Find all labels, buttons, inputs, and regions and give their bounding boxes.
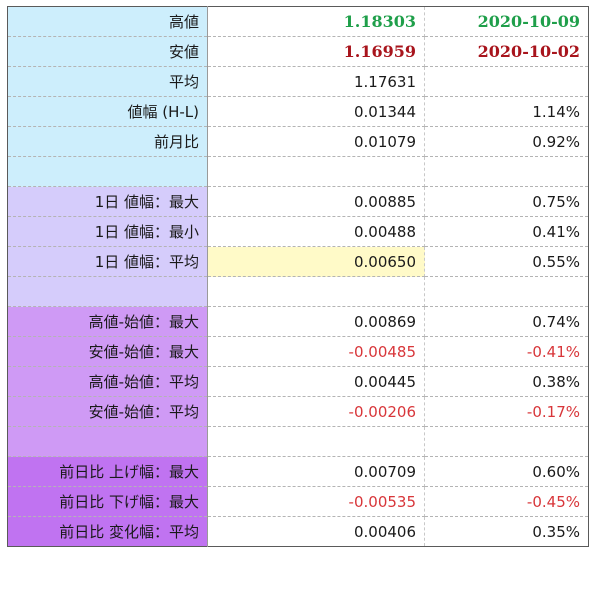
secondary-value-cell: 0.55% xyxy=(424,246,589,277)
spacer-row xyxy=(7,156,589,187)
row-label: 高値-始値：最大 xyxy=(7,306,208,337)
secondary-value-cell: 0.35% xyxy=(424,516,589,547)
value-cell: 0.01079 xyxy=(207,126,425,157)
row-label: 1日 値幅：最小 xyxy=(7,216,208,247)
row-label: 安値-始値：平均 xyxy=(7,396,208,427)
secondary-value-cell: 0.38% xyxy=(424,366,589,397)
value-cell: -0.00485 xyxy=(207,336,425,367)
row-label xyxy=(7,426,208,457)
stats-table-body: 高値 1.18303 2020-10-09 安値 1.16959 2020-10-02 平均… xyxy=(7,6,589,547)
stats-row: 1日 値幅：平均 0.00650 0.55% xyxy=(7,246,589,277)
spacer-row xyxy=(7,426,589,457)
value-cell: 1.17631 xyxy=(207,66,425,97)
value-cell xyxy=(207,276,425,307)
value-cell xyxy=(207,156,425,187)
row-label: 高値-始値：平均 xyxy=(7,366,208,397)
row-label: 安値-始値：最大 xyxy=(7,336,208,367)
secondary-value-cell: -0.17% xyxy=(424,396,589,427)
secondary-value-cell: 0.60% xyxy=(424,456,589,487)
secondary-value-cell xyxy=(424,66,589,97)
secondary-value-cell: 0.74% xyxy=(424,306,589,337)
value-cell: 0.00650 xyxy=(207,246,425,277)
stats-table: 高値 1.18303 2020-10-09 安値 1.16959 2020-10-02 平均… xyxy=(7,6,589,547)
row-label: 平均 xyxy=(7,66,208,97)
stats-row: 高値 1.18303 2020-10-09 xyxy=(7,6,589,37)
row-label xyxy=(7,156,208,187)
row-label: 前日比 変化幅：平均 xyxy=(7,516,208,547)
stats-row: 安値 1.16959 2020-10-02 xyxy=(7,36,589,67)
value-cell xyxy=(207,426,425,457)
stats-row: 安値-始値：最大 -0.00485 -0.41% xyxy=(7,336,589,367)
stats-row: 前月比 0.01079 0.92% xyxy=(7,126,589,157)
secondary-value-cell xyxy=(424,426,589,457)
secondary-value-cell xyxy=(424,276,589,307)
stats-row: 前日比 下げ幅：最大 -0.00535 -0.45% xyxy=(7,486,589,517)
row-label xyxy=(7,276,208,307)
secondary-value-cell: 0.41% xyxy=(424,216,589,247)
value-cell: 1.18303 xyxy=(207,6,425,37)
value-cell: 0.00885 xyxy=(207,186,425,217)
secondary-value-cell xyxy=(424,156,589,187)
value-cell: 0.00709 xyxy=(207,456,425,487)
secondary-value-cell: 1.14% xyxy=(424,96,589,127)
secondary-value-cell: 0.92% xyxy=(424,126,589,157)
row-label: 1日 値幅：平均 xyxy=(7,246,208,277)
row-label: 1日 値幅：最大 xyxy=(7,186,208,217)
value-cell: 0.01344 xyxy=(207,96,425,127)
value-cell: 0.00406 xyxy=(207,516,425,547)
row-label: 安値 xyxy=(7,36,208,67)
secondary-value-cell: 0.75% xyxy=(424,186,589,217)
value-cell: 0.00445 xyxy=(207,366,425,397)
stats-row: 高値-始値：平均 0.00445 0.38% xyxy=(7,366,589,397)
secondary-value-cell: 2020-10-09 xyxy=(424,6,589,37)
secondary-value-cell: 2020-10-02 xyxy=(424,36,589,67)
stats-row: 高値-始値：最大 0.00869 0.74% xyxy=(7,306,589,337)
stats-row: 1日 値幅：最大 0.00885 0.75% xyxy=(7,186,589,217)
stats-row: 平均 1.17631 xyxy=(7,66,589,97)
stats-row: 値幅 (H-L) 0.01344 1.14% xyxy=(7,96,589,127)
value-cell: 1.16959 xyxy=(207,36,425,67)
value-cell: -0.00535 xyxy=(207,486,425,517)
row-label: 前日比 上げ幅：最大 xyxy=(7,456,208,487)
secondary-value-cell: -0.45% xyxy=(424,486,589,517)
stats-row: 前日比 変化幅：平均 0.00406 0.35% xyxy=(7,516,589,547)
stats-row: 1日 値幅：最小 0.00488 0.41% xyxy=(7,216,589,247)
row-label: 前日比 下げ幅：最大 xyxy=(7,486,208,517)
stats-row: 前日比 上げ幅：最大 0.00709 0.60% xyxy=(7,456,589,487)
secondary-value-cell: -0.41% xyxy=(424,336,589,367)
spacer-row xyxy=(7,276,589,307)
row-label: 前月比 xyxy=(7,126,208,157)
value-cell: 0.00869 xyxy=(207,306,425,337)
stats-row: 安値-始値：平均 -0.00206 -0.17% xyxy=(7,396,589,427)
value-cell: -0.00206 xyxy=(207,396,425,427)
value-cell: 0.00488 xyxy=(207,216,425,247)
row-label: 高値 xyxy=(7,6,208,37)
row-label: 値幅 (H-L) xyxy=(7,96,208,127)
